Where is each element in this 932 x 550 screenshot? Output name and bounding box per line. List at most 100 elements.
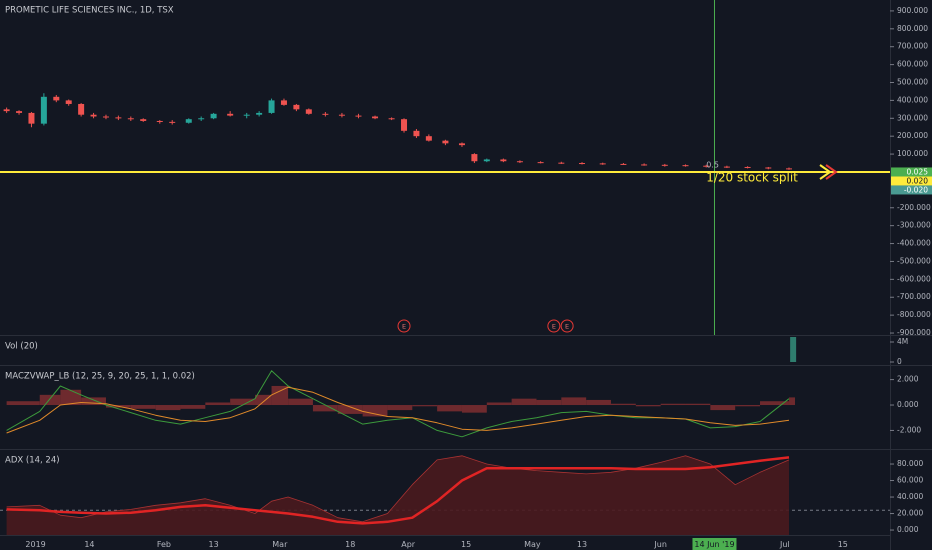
crosshair-date-box (692, 538, 737, 550)
histogram-bar (362, 405, 388, 417)
candle-body (579, 163, 586, 165)
candle-body (268, 100, 275, 113)
x-tick-label: Feb (157, 540, 171, 549)
y-tick-label: 500.000 (897, 77, 928, 86)
candle-body (661, 164, 668, 166)
x-tick-label: 14 (84, 540, 94, 549)
histogram-bar (155, 405, 181, 411)
histogram-bar (760, 401, 789, 406)
candle-body (458, 143, 465, 146)
y-tick-label: -700.000 (897, 292, 931, 301)
earnings-label: E (565, 323, 569, 331)
candle-body (3, 109, 10, 112)
histogram-bar (205, 402, 231, 406)
histogram-bar (586, 399, 611, 406)
histogram-bar (6, 401, 40, 406)
candle-body (210, 113, 217, 119)
histogram-bar (660, 403, 686, 406)
arrow-head (825, 164, 838, 180)
candle-body (65, 100, 72, 104)
candle-body (16, 111, 23, 113)
arrow-head (819, 164, 832, 180)
y-tick-label: 800.000 (897, 24, 928, 33)
histogram-bar (230, 398, 255, 406)
candle-body (355, 115, 362, 117)
candle-body (599, 163, 606, 165)
y-tick-label: -300.000 (897, 221, 931, 230)
candle-body (703, 165, 710, 167)
candle-body (483, 159, 490, 162)
y-tick-label: 80.000 (897, 459, 923, 468)
candle-body (115, 117, 122, 119)
area-fill (6, 455, 790, 535)
candle-body (765, 167, 772, 169)
histogram-bar (312, 405, 338, 412)
histogram-bar (486, 402, 512, 406)
y-tick-label: -800.000 (897, 310, 931, 319)
histogram-bar (288, 398, 313, 406)
candle-body (227, 113, 234, 116)
y-tick-label: 600.000 (897, 60, 928, 69)
y-tick-label: 0 (897, 357, 902, 366)
series-line (6, 455, 790, 523)
y-tick-label: 60.000 (897, 476, 923, 485)
candle-body (401, 119, 408, 131)
series-line (6, 386, 790, 434)
pane-title: Vol (20) (5, 342, 38, 352)
histogram-bar (254, 394, 272, 406)
histogram-bar (735, 405, 761, 407)
histogram-bar (635, 405, 661, 407)
candle-body (744, 166, 751, 168)
y-tick-label: 0.000 (897, 400, 919, 409)
annotation: 0.5 (706, 160, 719, 169)
y-tick-label: 0.000 (897, 525, 919, 534)
crosshair-date: 14 Jun '19 (694, 540, 734, 549)
candle-body (785, 168, 792, 170)
candle-body (372, 116, 379, 119)
pane-title: ADX (14, 24) (5, 456, 60, 466)
pane-title: MACZVWAP_LB (12, 25, 9, 20, 25, 1, 1, 0.… (5, 372, 195, 382)
histogram-bar (511, 398, 537, 406)
earnings-marker (397, 319, 411, 333)
earnings-marker (547, 319, 561, 333)
y-tick-label: 900.000 (897, 6, 928, 15)
earnings-marker (560, 319, 574, 333)
x-tick-label: 13 (209, 540, 219, 549)
candle-body (140, 119, 147, 121)
histogram-bar (412, 405, 438, 407)
x-tick-label: Jun (653, 540, 667, 549)
x-tick-label: 13 (577, 540, 587, 549)
histogram-bar (561, 397, 587, 406)
x-tick-label: Apr (401, 540, 416, 549)
price-label: -0.020 (904, 185, 928, 194)
candle-body (127, 118, 134, 120)
candle-body (558, 162, 565, 164)
histogram-bar (536, 399, 562, 406)
candle-body (471, 154, 478, 162)
y-tick-label: 100.000 (897, 149, 928, 158)
histogram-bar (610, 403, 636, 406)
candle-body (90, 114, 97, 117)
candle-body (537, 162, 544, 164)
candle-body (102, 116, 109, 118)
histogram-bar (337, 405, 363, 414)
y-tick-label: 2.000 (897, 375, 919, 384)
candle-body (156, 120, 163, 122)
y-tick-label: -200.000 (897, 203, 931, 212)
histogram-bar (788, 397, 795, 406)
candle-body (322, 113, 329, 115)
earnings-label: E (552, 323, 556, 331)
histogram-bar (685, 403, 711, 406)
x-tick-label: 2019 (25, 540, 45, 549)
candle-body (516, 161, 523, 163)
y-tick-label: -500.000 (897, 256, 931, 265)
pane-title: PROMETIC LIFE SCIENCES INC., 1D, TSX (5, 6, 174, 16)
price-label: 0.020 (907, 176, 929, 185)
histogram-bar (387, 405, 413, 411)
volume-bar (790, 337, 797, 362)
histogram-bar (437, 405, 462, 412)
x-tick-label: 15 (838, 540, 848, 549)
annotation: 1/20 stock split (706, 171, 798, 185)
price-label-box (891, 185, 932, 195)
